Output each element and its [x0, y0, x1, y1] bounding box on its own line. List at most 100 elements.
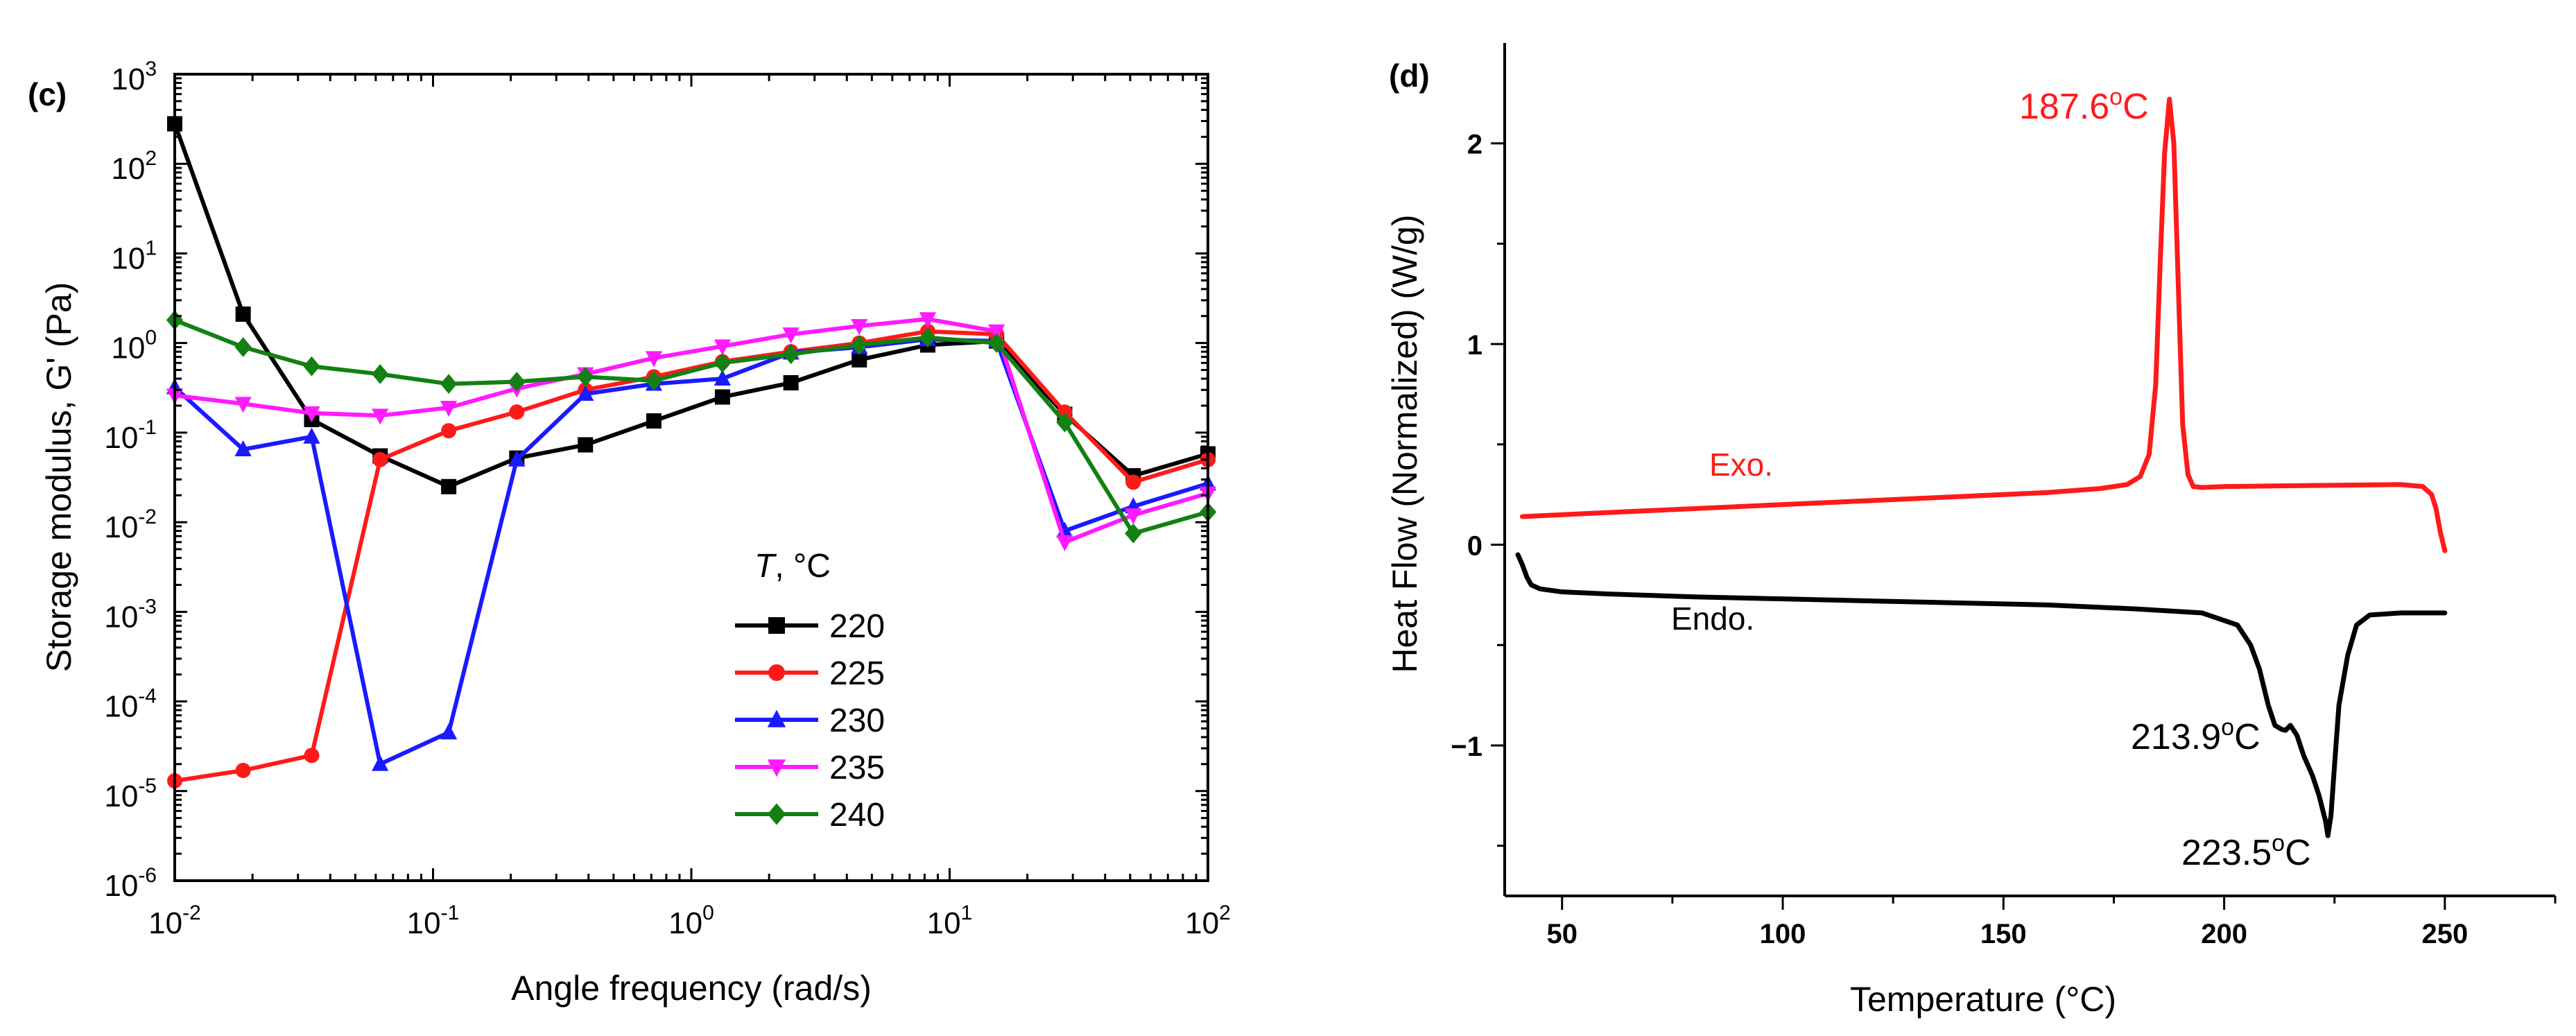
panel-c-y-tick-label: 100: [111, 327, 157, 365]
series-235-point: [919, 312, 937, 329]
series-240-point: [372, 364, 389, 384]
legend-marker-220: [768, 617, 785, 634]
series-230-point: [234, 440, 252, 456]
panel-c-x-tick-label: 101: [927, 901, 973, 940]
dsc-curve-exo: [1519, 96, 2448, 553]
legend-marker-235: [767, 759, 786, 777]
panel-c-y-tick-label: 10-3: [104, 595, 157, 634]
panel-c-y-tick-label: 10-5: [104, 775, 157, 813]
series-240-point: [714, 353, 732, 373]
panel-c-legend: T, °C 220 225 230 235 240: [735, 548, 885, 834]
series-240-point: [988, 333, 1005, 353]
legend-label-240: 240: [829, 797, 885, 834]
panel-c-y-tick-label: 10-2: [104, 506, 157, 544]
series-240-point: [1056, 412, 1073, 433]
panel-d-chart: (d) 50 100 150 200 250 −1 0 1 2 Temperature (°C)…: [1385, 43, 2557, 1019]
series-235-point: [303, 406, 320, 422]
series-240-point: [919, 327, 937, 348]
series-240-point: [782, 344, 799, 365]
series-225-point: [1125, 474, 1141, 490]
panel-c-label: (c): [28, 76, 67, 112]
series-225-point: [235, 762, 251, 778]
series-225-point: [441, 423, 457, 439]
series-220-point: [646, 413, 662, 429]
series-235-point: [645, 351, 663, 368]
series-225-point: [509, 404, 525, 420]
panel-d-y-axis-label: Heat Flow (Normalized) (W/g): [1385, 214, 1424, 673]
legend-marker-230: [767, 709, 786, 727]
legend-marker-225: [768, 664, 785, 681]
series-235-point: [440, 400, 458, 417]
series-240-point: [577, 367, 594, 387]
panel-d-x-tick-label: 200: [2201, 919, 2247, 949]
panel-c-y-tick-label: 102: [111, 147, 157, 186]
series-230-point: [372, 754, 389, 771]
panel-c-y-tick-label: 103: [111, 58, 157, 96]
panel-c-x-tick-label: 102: [1185, 901, 1231, 940]
series-220-point: [783, 375, 799, 391]
panel-d-y-tick-label: 0: [1467, 531, 1483, 562]
series-235-point: [1056, 535, 1073, 551]
series-225-point: [304, 748, 320, 763]
series-240-point: [1125, 523, 1142, 544]
legend-label-225: 225: [829, 655, 885, 692]
peak-label-endo-1: 213.9oC: [2131, 714, 2261, 757]
series-220-line: [173, 123, 1209, 489]
dsc-curve-endo: [1515, 552, 2448, 838]
series-240-point: [440, 374, 458, 394]
series-220-point: [714, 389, 730, 405]
panel-d-x-tick-label: 150: [1980, 919, 2027, 949]
series-225-point: [372, 451, 388, 467]
series-220-point: [578, 437, 594, 453]
series-235-point: [1125, 508, 1142, 525]
series-230-point: [508, 450, 526, 467]
legend-label-235: 235: [829, 750, 885, 786]
series-230-point: [577, 384, 594, 402]
series-220-point: [235, 307, 251, 322]
panel-c-y-tick-label: 10-1: [104, 416, 157, 455]
series-235-point: [782, 327, 799, 344]
panel-d-x-tick-label: 50: [1547, 919, 1578, 949]
panel-d-x-axis-label: Temperature (°C): [1850, 980, 2116, 1019]
endo-label: Endo.: [1671, 601, 1754, 637]
legend-label-230: 230: [829, 702, 885, 739]
panel-c-y-tick-label: 10-6: [104, 864, 157, 903]
panel-c-x-tick-label: 10-1: [407, 901, 460, 940]
panel-c-y-tick-label: 101: [111, 236, 157, 275]
panel-d-y-tick-label: −1: [1451, 732, 1483, 762]
series-240-point: [234, 337, 252, 357]
series-220-point: [852, 352, 867, 368]
series-240-point: [645, 370, 663, 391]
peak-label-exo: 187.6oC: [2019, 84, 2149, 127]
exo-label: Exo.: [1709, 447, 1773, 483]
series-235-line: [174, 317, 1209, 544]
series-240-point: [508, 372, 526, 392]
panel-d-y-tick-label: 2: [1467, 130, 1483, 160]
panel-d-x-tick-label: 100: [1760, 919, 1806, 949]
legend-label-220: 220: [829, 608, 885, 645]
legend-title: T, °C: [754, 548, 831, 585]
panel-d-x-tick-label: 250: [2421, 919, 2468, 949]
panel-c-x-tick-label: 10-2: [148, 901, 201, 940]
series-235-point: [851, 319, 868, 336]
series-235-point: [234, 397, 252, 413]
series-235-point: [988, 324, 1005, 341]
series-235-point: [372, 408, 389, 425]
series-235-point: [714, 339, 732, 356]
series-240-point: [851, 335, 868, 355]
panel-d-y-tick-label: 1: [1467, 330, 1483, 361]
series-230-point: [440, 723, 458, 740]
series-235: [166, 312, 1217, 551]
peak-label-endo-2: 223.5oC: [2181, 830, 2311, 873]
panel-c-y-axis-label: Storage modulus, G' (Pa): [40, 282, 78, 673]
series-240-line: [173, 318, 1209, 536]
panel-c-chart: (c) 10-2 10-1 100 101 102 10-6 10-5 10-4 10-3 10-…: [28, 58, 1231, 1008]
legend-marker-240: [767, 803, 786, 825]
panel-c-x-axis-label: Angle frequency (rad/s): [511, 969, 872, 1008]
panel-c-x-tick-label: 100: [668, 901, 714, 940]
panel-d-label: (d): [1389, 58, 1430, 94]
series-220-point: [441, 478, 457, 494]
series-240-point: [303, 356, 320, 377]
